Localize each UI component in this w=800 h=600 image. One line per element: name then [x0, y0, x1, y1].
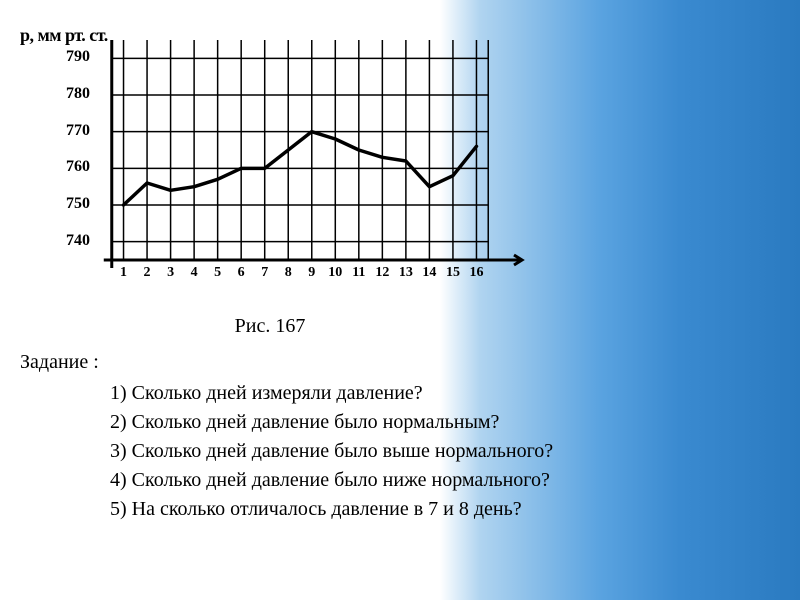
figure-caption: Рис. 167: [20, 315, 520, 338]
y-tick-label: 790: [50, 48, 90, 66]
x-tick-label: 4: [184, 265, 204, 281]
x-tick-label: 6: [231, 265, 251, 281]
x-tick-label: 5: [208, 265, 228, 281]
y-axis-label: р, мм рт. ст.: [20, 25, 108, 46]
task-item: 2) Сколько дней давление было нормальным…: [20, 408, 800, 437]
task-block: Задание : 1) Сколько дней измеряли давле…: [20, 348, 800, 524]
task-item: 4) Сколько дней давление было ниже норма…: [20, 466, 800, 495]
x-tick-label: 15: [443, 265, 463, 281]
x-tick-label: 11: [349, 265, 369, 281]
chart-svg: [100, 40, 540, 300]
task-item: 3) Сколько дней давление было выше норма…: [20, 437, 800, 466]
y-tick-label: 750: [50, 195, 90, 213]
x-tick-label: 12: [372, 265, 392, 281]
task-item: 1) Сколько дней измеряли давление?: [20, 379, 800, 408]
x-tick-label: 7: [255, 265, 275, 281]
task-item: 5) На сколько отличалось давление в 7 и …: [20, 495, 800, 524]
y-tick-label: 770: [50, 122, 90, 140]
y-tick-label: 740: [50, 232, 90, 250]
x-tick-label: 14: [419, 265, 439, 281]
pressure-chart: р, мм рт. ст. 74075076077078079012345678…: [20, 20, 520, 300]
x-tick-label: 8: [278, 265, 298, 281]
x-tick-label: 2: [137, 265, 157, 281]
task-title: Задание :: [20, 348, 800, 377]
x-tick-label: 16: [466, 265, 486, 281]
x-tick-label: 10: [325, 265, 345, 281]
y-tick-label: 780: [50, 85, 90, 103]
y-tick-label: 760: [50, 158, 90, 176]
x-tick-label: 1: [114, 265, 134, 281]
x-tick-label: 9: [302, 265, 322, 281]
x-tick-label: 13: [396, 265, 416, 281]
x-tick-label: 3: [161, 265, 181, 281]
